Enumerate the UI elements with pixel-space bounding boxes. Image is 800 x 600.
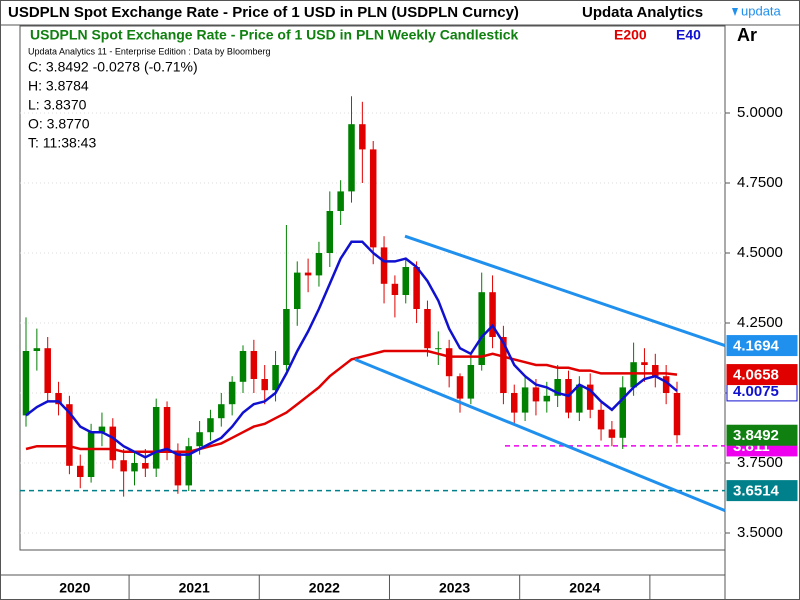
candle-body bbox=[630, 362, 637, 388]
candle-body bbox=[55, 393, 62, 405]
logo-icon bbox=[732, 8, 738, 16]
y-tick-label: 4.7500 bbox=[737, 174, 783, 191]
candle-body bbox=[500, 337, 507, 394]
legend-entry: E40 bbox=[676, 27, 701, 43]
candle-body bbox=[218, 404, 225, 419]
candle-body bbox=[76, 465, 84, 478]
candle-body bbox=[608, 429, 616, 438]
candle-body bbox=[402, 266, 410, 296]
candle-body bbox=[348, 124, 355, 192]
candle-body bbox=[532, 387, 540, 402]
info-text: O: 3.8770 bbox=[28, 116, 90, 132]
price-label: 4.0658 bbox=[733, 367, 779, 384]
candle-body bbox=[22, 351, 30, 416]
candle-body bbox=[489, 292, 496, 338]
candle-body bbox=[662, 376, 670, 394]
y-tick-label: 4.5000 bbox=[737, 244, 783, 261]
candle-body bbox=[337, 191, 344, 211]
candle-body bbox=[142, 463, 149, 469]
candle-body bbox=[424, 309, 431, 349]
page-title: USDPLN Spot Exchange Rate - Price of 1 U… bbox=[8, 4, 519, 21]
candle-body bbox=[510, 393, 518, 413]
y-tick-label: 3.7500 bbox=[737, 454, 783, 471]
candle-body bbox=[586, 384, 594, 410]
price-label: 4.1694 bbox=[733, 338, 780, 355]
candle-body bbox=[66, 404, 73, 466]
brand: Updata Analytics bbox=[582, 4, 703, 21]
y-tick-label: 3.5000 bbox=[737, 524, 783, 541]
candle-body bbox=[185, 446, 193, 486]
info-text: C: 3.8492 -0.0278 (-0.71%) bbox=[28, 59, 198, 75]
chart-title: USDPLN Spot Exchange Rate - Price of 1 U… bbox=[30, 27, 519, 43]
candle-body bbox=[261, 379, 268, 391]
price-label-box bbox=[726, 335, 798, 357]
x-tick-label: 2020 bbox=[59, 580, 90, 596]
candle-body bbox=[456, 376, 464, 399]
price-label: 4.0075 bbox=[733, 383, 779, 400]
info-text: T: 11:38:43 bbox=[28, 135, 96, 151]
price-label-box bbox=[726, 364, 798, 386]
candle-body bbox=[478, 292, 485, 366]
price-label: 3.6514 bbox=[733, 483, 780, 500]
candle-body bbox=[445, 348, 453, 377]
price-label-box bbox=[726, 480, 798, 502]
candle-body bbox=[293, 272, 301, 310]
candle-body bbox=[619, 387, 627, 438]
channel-line bbox=[354, 358, 726, 512]
candle-body bbox=[576, 384, 583, 413]
candle-body bbox=[239, 351, 247, 382]
x-tick-label: 2021 bbox=[179, 580, 210, 596]
info-text: Updata Analytics 11 - Enterprise Edition… bbox=[28, 46, 270, 56]
candle-body bbox=[435, 348, 442, 350]
candle-body bbox=[174, 451, 182, 486]
candle-body bbox=[120, 460, 127, 472]
candle-body bbox=[304, 272, 312, 276]
candle-body bbox=[413, 266, 420, 310]
candle-body bbox=[196, 432, 203, 447]
price-label: 3.8492 bbox=[733, 427, 779, 444]
candle-body bbox=[554, 379, 561, 396]
y-tick-label: 5.0000 bbox=[737, 104, 783, 121]
info-text: H: 3.8784 bbox=[28, 78, 89, 94]
candle-body bbox=[673, 393, 681, 436]
candle-body bbox=[521, 387, 529, 413]
ma-line bbox=[25, 240, 678, 459]
candle-body bbox=[33, 348, 41, 352]
candle-body bbox=[326, 210, 334, 253]
candle-body bbox=[652, 365, 659, 377]
candle-body bbox=[44, 348, 51, 394]
candle-body bbox=[228, 381, 236, 405]
candle-body bbox=[152, 407, 160, 469]
candle-body bbox=[315, 252, 323, 276]
candle-body bbox=[641, 362, 648, 366]
x-tick-label: 2022 bbox=[309, 580, 340, 596]
candle-body bbox=[87, 432, 95, 478]
candle-body bbox=[131, 463, 138, 472]
info-text: L: 3.8370 bbox=[28, 97, 87, 113]
x-tick-label: 2023 bbox=[439, 580, 470, 596]
candle-body bbox=[272, 365, 279, 391]
candle-body bbox=[597, 409, 605, 430]
candle-body bbox=[163, 407, 171, 452]
candle-body bbox=[283, 309, 290, 366]
candle-body bbox=[109, 426, 117, 461]
channel-line bbox=[404, 234, 726, 347]
candle-body bbox=[543, 395, 551, 402]
candle-body bbox=[380, 247, 388, 284]
candle-body bbox=[369, 149, 377, 248]
price-label-box bbox=[726, 424, 798, 446]
x-tick-label: 2024 bbox=[569, 580, 600, 596]
candle-body bbox=[467, 365, 475, 399]
candle-body bbox=[250, 351, 258, 380]
candle-body bbox=[98, 426, 106, 433]
logo: updata bbox=[741, 3, 782, 18]
corner-label: Ar bbox=[737, 25, 757, 45]
candle-body bbox=[207, 418, 214, 433]
candle-body bbox=[359, 124, 366, 150]
y-tick-label: 4.2500 bbox=[737, 314, 783, 331]
legend-entry: E200 bbox=[614, 27, 647, 43]
candle-body bbox=[391, 283, 399, 296]
